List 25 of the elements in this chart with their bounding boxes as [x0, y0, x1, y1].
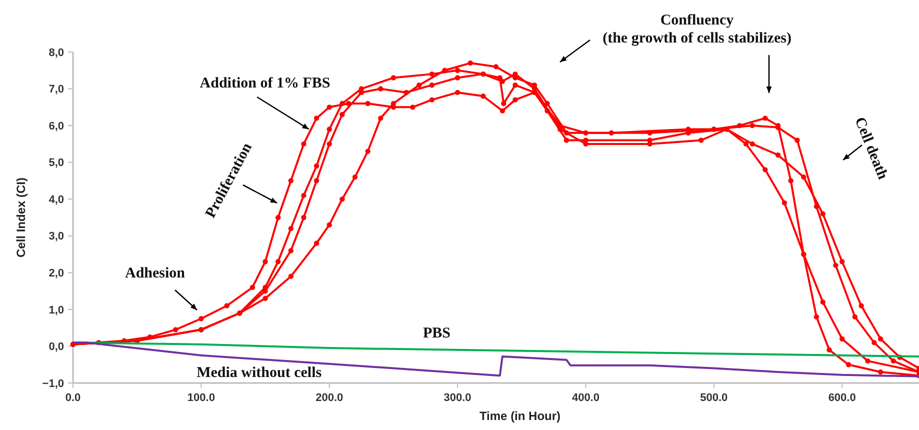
y-tick-label: −1,0: [42, 378, 64, 390]
series-label: PBS: [423, 326, 451, 342]
y-tick-label: 1,0: [48, 304, 64, 316]
x-axis-title: Time (in Hour): [479, 409, 561, 423]
series-label: Media without cells: [196, 365, 322, 382]
x-tick-label: 500.0: [700, 392, 728, 404]
y-tick-label: 4,0: [48, 194, 64, 206]
y-axis-title: Cell Index (CI): [14, 177, 28, 258]
annotation: Cell death: [851, 115, 891, 182]
x-tick-label: 300.0: [444, 392, 472, 404]
text: Confluency (the growth of cells stabilizes): [602, 12, 792, 46]
y-tick-label: 3,0: [48, 230, 64, 243]
x-tick-label: 100.0: [187, 392, 215, 404]
x-tick-label: 400.0: [572, 392, 600, 404]
y-tick-label: 2,0: [48, 268, 64, 280]
x-tick-label: 200.0: [316, 392, 344, 404]
y-tick-label: 6,0: [48, 120, 64, 132]
y-tick-label: 5,0: [48, 157, 64, 170]
y-tick-label: 7,0: [48, 84, 64, 96]
annotation: Addition of 1% FBS: [200, 75, 330, 92]
x-tick-label: 600.0: [828, 392, 856, 404]
x-tick-label: 0.0: [65, 392, 81, 404]
y-tick-label: 0,0: [48, 341, 64, 354]
y-tick-label: 8,0: [48, 46, 64, 59]
annotation: Adhesion: [124, 265, 186, 282]
